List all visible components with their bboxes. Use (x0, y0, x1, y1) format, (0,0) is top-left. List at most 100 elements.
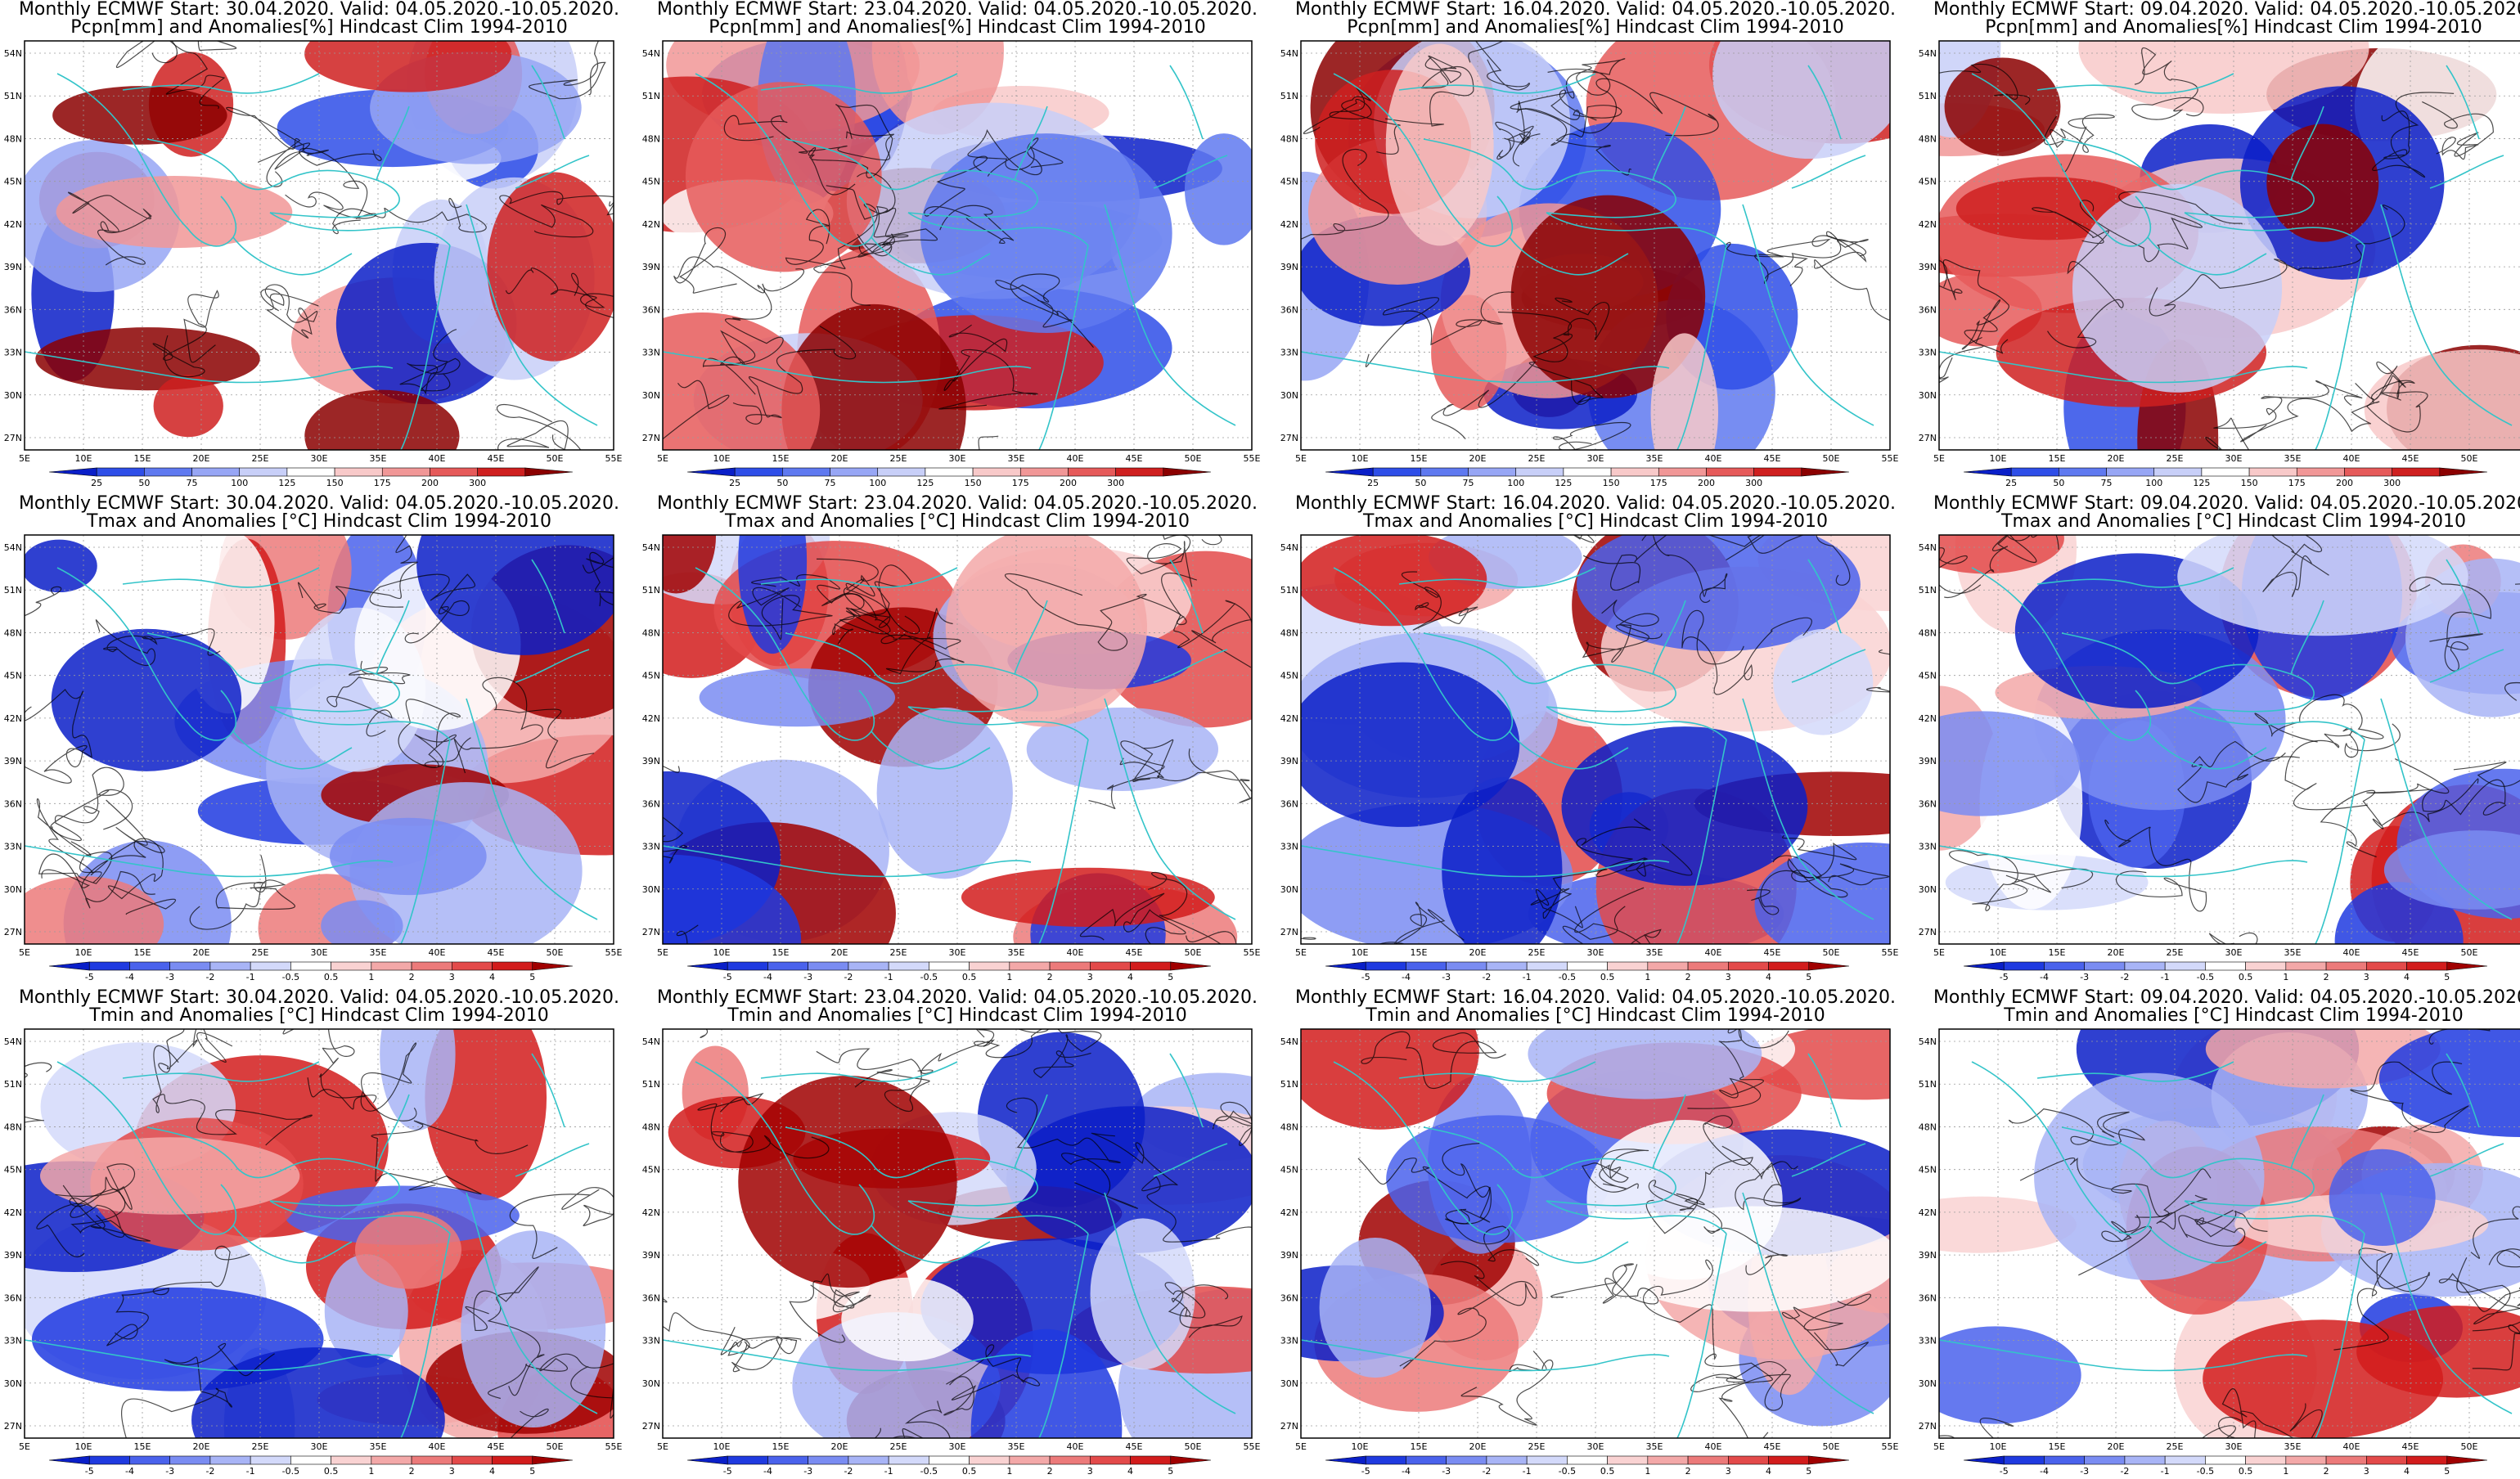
lat-label: 42N (642, 1207, 660, 1218)
lat-label: 48N (4, 1122, 22, 1132)
lon-label: 45E (1764, 453, 1781, 464)
lon-label: 35E (370, 947, 387, 958)
lat-label: 45N (642, 671, 660, 681)
colorbar-tick-label: 5 (1168, 1466, 1173, 1477)
colorbar-tick-label: -1 (246, 972, 255, 982)
colorbar-tick-label: -0.5 (920, 1466, 938, 1477)
lon-label: 45E (1126, 453, 1143, 464)
lon-label: 20E (2108, 453, 2125, 464)
lat-label: 42N (1919, 219, 1937, 230)
colorbar-tick-label: 2 (409, 972, 415, 982)
lat-label: 42N (1919, 1207, 1937, 1218)
lon-label: 30E (949, 1441, 966, 1452)
lon-label: 10E (75, 947, 92, 958)
lon-label: 10E (713, 1441, 731, 1452)
colorbar-tick-label: -4 (125, 1466, 134, 1477)
lon-label: 55E (1882, 453, 1899, 464)
colorbar-tick-label: 2 (1685, 1466, 1691, 1477)
colorbar-tick-label: 3 (1087, 1466, 1093, 1477)
colorbar-tick-label: 4 (2404, 972, 2410, 982)
lon-label: 55E (1244, 947, 1261, 958)
lat-label: 36N (1919, 1292, 1937, 1303)
colorbar-tick-label: -5 (85, 972, 94, 982)
lat-label: 39N (1919, 756, 1937, 766)
lon-label: 20E (2108, 947, 2125, 958)
lon-label: 30E (311, 453, 328, 464)
lon-label: 55E (605, 453, 623, 464)
lat-label: 39N (1919, 1250, 1937, 1261)
lon-label: 20E (193, 947, 210, 958)
lat-label: 54N (1280, 1036, 1298, 1047)
lat-label: 48N (1280, 627, 1298, 638)
lat-label: 33N (1280, 842, 1298, 852)
colorbar-tick-label: 50 (2053, 478, 2064, 488)
lon-label: 40E (429, 1441, 446, 1452)
lon-label: 15E (2049, 947, 2066, 958)
lat-label: 36N (642, 798, 660, 809)
lat-label: 36N (1280, 1292, 1298, 1303)
lon-label: 40E (429, 947, 446, 958)
colorbar-tick-label: 1 (1645, 972, 1650, 982)
colorbar-tick-label: -1 (1523, 972, 1532, 982)
lat-label: 45N (1280, 671, 1298, 681)
colorbar-tick-label: -2 (844, 1466, 853, 1477)
lon-label: 5E (657, 947, 668, 958)
lon-label: 15E (772, 947, 790, 958)
map-panel-p5: Monthly ECMWF Start: 30.04.2020. Valid: … (0, 494, 638, 985)
colorbar-tick-label: -2 (844, 972, 853, 982)
lon-label: 30E (311, 947, 328, 958)
lon-label: 45E (1764, 1441, 1781, 1452)
colorbar-tick-label: 100 (1507, 478, 1524, 488)
lon-label: 15E (134, 1441, 151, 1452)
lat-label: 27N (1919, 1421, 1937, 1432)
lat-label: 42N (4, 713, 22, 724)
colorbar-tick-label: 25 (91, 478, 102, 488)
lat-label: 36N (4, 798, 22, 809)
lon-label: 35E (1646, 947, 1663, 958)
lon-label: 45E (2402, 947, 2419, 958)
colorbar-tick-label: 0.5 (962, 972, 977, 982)
lon-label: 5E (1933, 947, 1945, 958)
colorbar-tick-label: 50 (138, 478, 150, 488)
lon-label: 30E (949, 947, 966, 958)
lon-label: 5E (19, 947, 30, 958)
lon-label: 40E (1705, 1441, 1722, 1452)
lon-label: 25E (890, 947, 907, 958)
colorbar-tick-label: 5 (2444, 1466, 2450, 1477)
lon-label: 50E (1185, 1441, 1202, 1452)
lon-label: 40E (2343, 1441, 2360, 1452)
map-panel-p9: Monthly ECMWF Start: 30.04.2020. Valid: … (0, 988, 638, 1479)
lon-label: 20E (831, 947, 848, 958)
colorbar-tick-label: 0.5 (962, 1466, 977, 1477)
lat-label: 36N (642, 304, 660, 315)
lon-label: 30E (1587, 453, 1604, 464)
lat-label: 27N (4, 927, 22, 937)
lat-label: 48N (1919, 1122, 1937, 1132)
colorbar-tick-label: 200 (1698, 478, 1715, 488)
lat-label: 33N (642, 842, 660, 852)
lon-label: 45E (1126, 1441, 1143, 1452)
colorbar-tick-label: -0.5 (2197, 972, 2214, 982)
lon-label: 10E (75, 453, 92, 464)
lat-label: 39N (4, 262, 22, 272)
colorbar-tick-label: 2 (2324, 1466, 2329, 1477)
lon-label: 25E (890, 1441, 907, 1452)
colorbar-tick-label: 50 (1415, 478, 1426, 488)
lat-label: 48N (642, 627, 660, 638)
lat-label: 54N (4, 1036, 22, 1047)
colorbar-tick-label: -4 (763, 972, 772, 982)
lat-label: 42N (4, 219, 22, 230)
lat-label: 30N (642, 390, 660, 401)
lat-label: 33N (1919, 348, 1937, 358)
lon-label: 20E (1469, 453, 1487, 464)
lat-label: 42N (1919, 713, 1937, 724)
lon-label: 20E (831, 1441, 848, 1452)
colorbar-tick-label: 5 (1806, 1466, 1811, 1477)
colorbar-tick-label: 4 (489, 1466, 495, 1477)
